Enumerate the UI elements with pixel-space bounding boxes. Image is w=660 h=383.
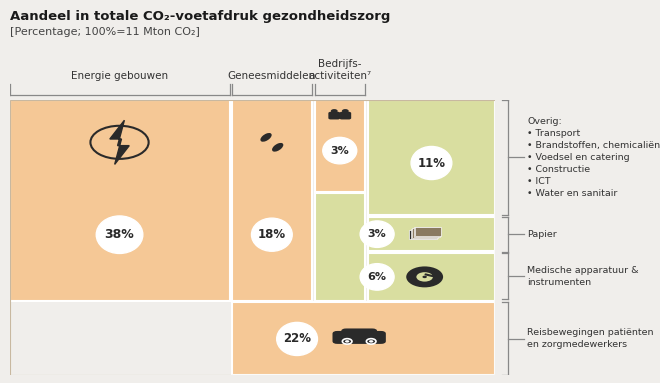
FancyBboxPatch shape (409, 230, 435, 239)
FancyBboxPatch shape (412, 228, 438, 238)
Ellipse shape (360, 221, 394, 247)
Bar (368, 217, 495, 251)
Circle shape (331, 109, 338, 113)
Text: Energie gebouwen: Energie gebouwen (71, 70, 168, 80)
FancyBboxPatch shape (341, 329, 377, 340)
Text: Aandeel in totale CO₂-voetafdruk gezondheidszorg: Aandeel in totale CO₂-voetafdruk gezondh… (10, 10, 390, 23)
Circle shape (369, 340, 374, 343)
FancyBboxPatch shape (328, 112, 340, 119)
Ellipse shape (360, 264, 394, 290)
Text: Overig:
• Transport
• Brandstoffen, chemicaliën
• Voedsel en catering
• Construc: Overig: • Transport • Brandstoffen, chem… (527, 116, 660, 198)
Ellipse shape (96, 216, 143, 254)
FancyBboxPatch shape (414, 228, 440, 237)
Text: 11%: 11% (418, 157, 446, 170)
Text: 22%: 22% (283, 332, 311, 345)
Circle shape (406, 267, 443, 287)
Bar (232, 100, 312, 301)
Ellipse shape (251, 218, 292, 251)
Circle shape (342, 109, 348, 113)
Ellipse shape (277, 322, 317, 355)
Polygon shape (110, 120, 129, 164)
Bar (10, 100, 230, 301)
Circle shape (366, 339, 376, 344)
Circle shape (422, 276, 427, 278)
Text: 18%: 18% (258, 228, 286, 241)
Text: Papier: Papier (527, 230, 557, 239)
Circle shape (343, 339, 352, 344)
Bar (368, 100, 495, 215)
Text: Medische apparatuur &
instrumenten: Medische apparatuur & instrumenten (527, 266, 639, 287)
Circle shape (345, 340, 349, 343)
Text: 38%: 38% (105, 228, 135, 241)
Text: Bedrijfs-
activiteiten⁷: Bedrijfs- activiteiten⁷ (308, 59, 372, 80)
Ellipse shape (261, 133, 272, 142)
Bar (232, 302, 495, 375)
FancyBboxPatch shape (339, 112, 351, 119)
FancyBboxPatch shape (415, 227, 441, 236)
Bar (368, 253, 495, 301)
FancyBboxPatch shape (411, 229, 437, 239)
Circle shape (416, 272, 433, 282)
Text: 3%: 3% (368, 229, 387, 239)
Text: [Percentage; 100%=11 Mton CO₂]: [Percentage; 100%=11 Mton CO₂] (10, 27, 200, 37)
Bar (315, 100, 366, 192)
Text: Geneesmiddelen: Geneesmiddelen (228, 70, 316, 80)
Bar (315, 193, 366, 301)
Ellipse shape (323, 137, 357, 164)
Text: Reisbewegingen patiënten
en zorgmedewerkers: Reisbewegingen patiënten en zorgmedewerk… (527, 328, 654, 349)
Text: 6%: 6% (368, 272, 387, 282)
Text: 3%: 3% (331, 146, 349, 155)
Ellipse shape (411, 146, 452, 180)
FancyBboxPatch shape (333, 331, 386, 344)
Ellipse shape (272, 143, 283, 152)
